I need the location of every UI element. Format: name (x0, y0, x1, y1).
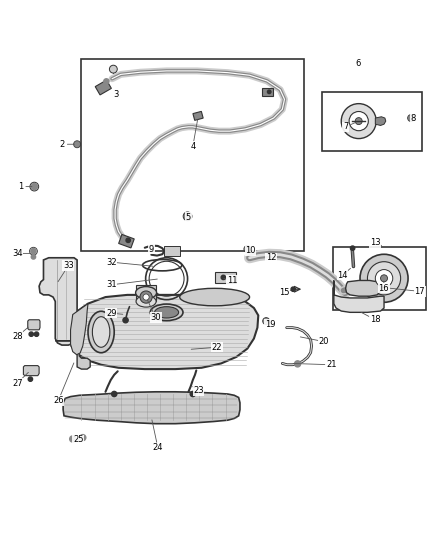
Circle shape (31, 255, 35, 259)
Text: 22: 22 (212, 343, 222, 352)
Text: 19: 19 (265, 320, 276, 329)
Circle shape (268, 90, 271, 94)
Text: 10: 10 (245, 246, 256, 255)
Text: 4: 4 (190, 142, 195, 151)
Text: 28: 28 (12, 332, 23, 341)
Polygon shape (63, 392, 240, 424)
Circle shape (143, 294, 149, 300)
Ellipse shape (150, 304, 183, 321)
Text: 1: 1 (18, 182, 23, 191)
Bar (136, 285, 156, 302)
Polygon shape (262, 88, 273, 96)
Circle shape (221, 275, 226, 280)
Text: 12: 12 (266, 253, 277, 262)
Ellipse shape (180, 288, 250, 306)
Circle shape (294, 361, 300, 367)
Polygon shape (375, 117, 386, 125)
Text: 32: 32 (106, 257, 117, 266)
Text: 14: 14 (337, 271, 348, 280)
Text: 11: 11 (227, 276, 237, 285)
Text: 6: 6 (355, 59, 360, 68)
Ellipse shape (92, 317, 110, 348)
Circle shape (70, 436, 76, 442)
Text: 33: 33 (63, 261, 74, 270)
Circle shape (104, 79, 109, 84)
Ellipse shape (155, 306, 179, 318)
Polygon shape (346, 280, 381, 296)
Polygon shape (55, 341, 90, 369)
Circle shape (375, 270, 393, 287)
Bar (164, 246, 180, 256)
Ellipse shape (136, 296, 156, 307)
Polygon shape (28, 320, 40, 330)
Polygon shape (71, 295, 258, 369)
Circle shape (355, 118, 362, 125)
Ellipse shape (136, 287, 156, 299)
Text: 16: 16 (378, 284, 389, 293)
Polygon shape (334, 280, 384, 312)
Text: 34: 34 (12, 249, 23, 258)
Circle shape (34, 332, 39, 336)
Circle shape (190, 391, 195, 397)
Circle shape (123, 318, 128, 323)
Circle shape (184, 213, 191, 220)
Text: 26: 26 (53, 396, 64, 405)
Circle shape (29, 332, 33, 336)
Circle shape (245, 246, 250, 252)
Polygon shape (71, 304, 88, 354)
Text: 15: 15 (279, 288, 290, 297)
Text: 18: 18 (370, 315, 381, 324)
Circle shape (350, 246, 355, 251)
Circle shape (31, 248, 36, 254)
Circle shape (126, 238, 131, 243)
Circle shape (381, 275, 388, 282)
Text: 5: 5 (186, 213, 191, 222)
Bar (321, 92, 422, 151)
Text: 17: 17 (414, 287, 425, 296)
Circle shape (31, 183, 37, 190)
Text: 31: 31 (106, 280, 117, 289)
Ellipse shape (88, 311, 114, 353)
Text: 27: 27 (12, 378, 23, 387)
Circle shape (360, 254, 408, 302)
Text: 29: 29 (106, 309, 117, 318)
Circle shape (112, 391, 117, 397)
Bar (215, 272, 237, 283)
Text: 3: 3 (114, 91, 119, 100)
Bar (332, 247, 426, 310)
Circle shape (264, 318, 269, 324)
Polygon shape (119, 235, 134, 248)
Circle shape (140, 291, 152, 303)
Circle shape (28, 377, 32, 381)
Circle shape (110, 65, 117, 73)
Polygon shape (95, 80, 111, 95)
Circle shape (291, 287, 295, 292)
Text: 20: 20 (318, 337, 329, 346)
Bar (81, 59, 304, 251)
Text: 7: 7 (343, 122, 348, 131)
Circle shape (74, 142, 80, 147)
Text: 23: 23 (193, 386, 204, 395)
Polygon shape (39, 258, 77, 345)
Circle shape (367, 262, 401, 295)
Polygon shape (193, 111, 203, 120)
Polygon shape (23, 366, 39, 376)
Circle shape (80, 434, 86, 441)
Text: 25: 25 (73, 435, 84, 445)
Circle shape (349, 111, 368, 131)
Circle shape (409, 116, 414, 120)
Text: 8: 8 (410, 114, 416, 123)
Text: 21: 21 (326, 360, 336, 369)
Text: 24: 24 (152, 443, 163, 452)
Circle shape (341, 103, 376, 139)
Text: 9: 9 (148, 245, 154, 254)
Text: 2: 2 (59, 140, 64, 149)
Text: 30: 30 (150, 313, 161, 322)
Text: 13: 13 (370, 238, 381, 247)
